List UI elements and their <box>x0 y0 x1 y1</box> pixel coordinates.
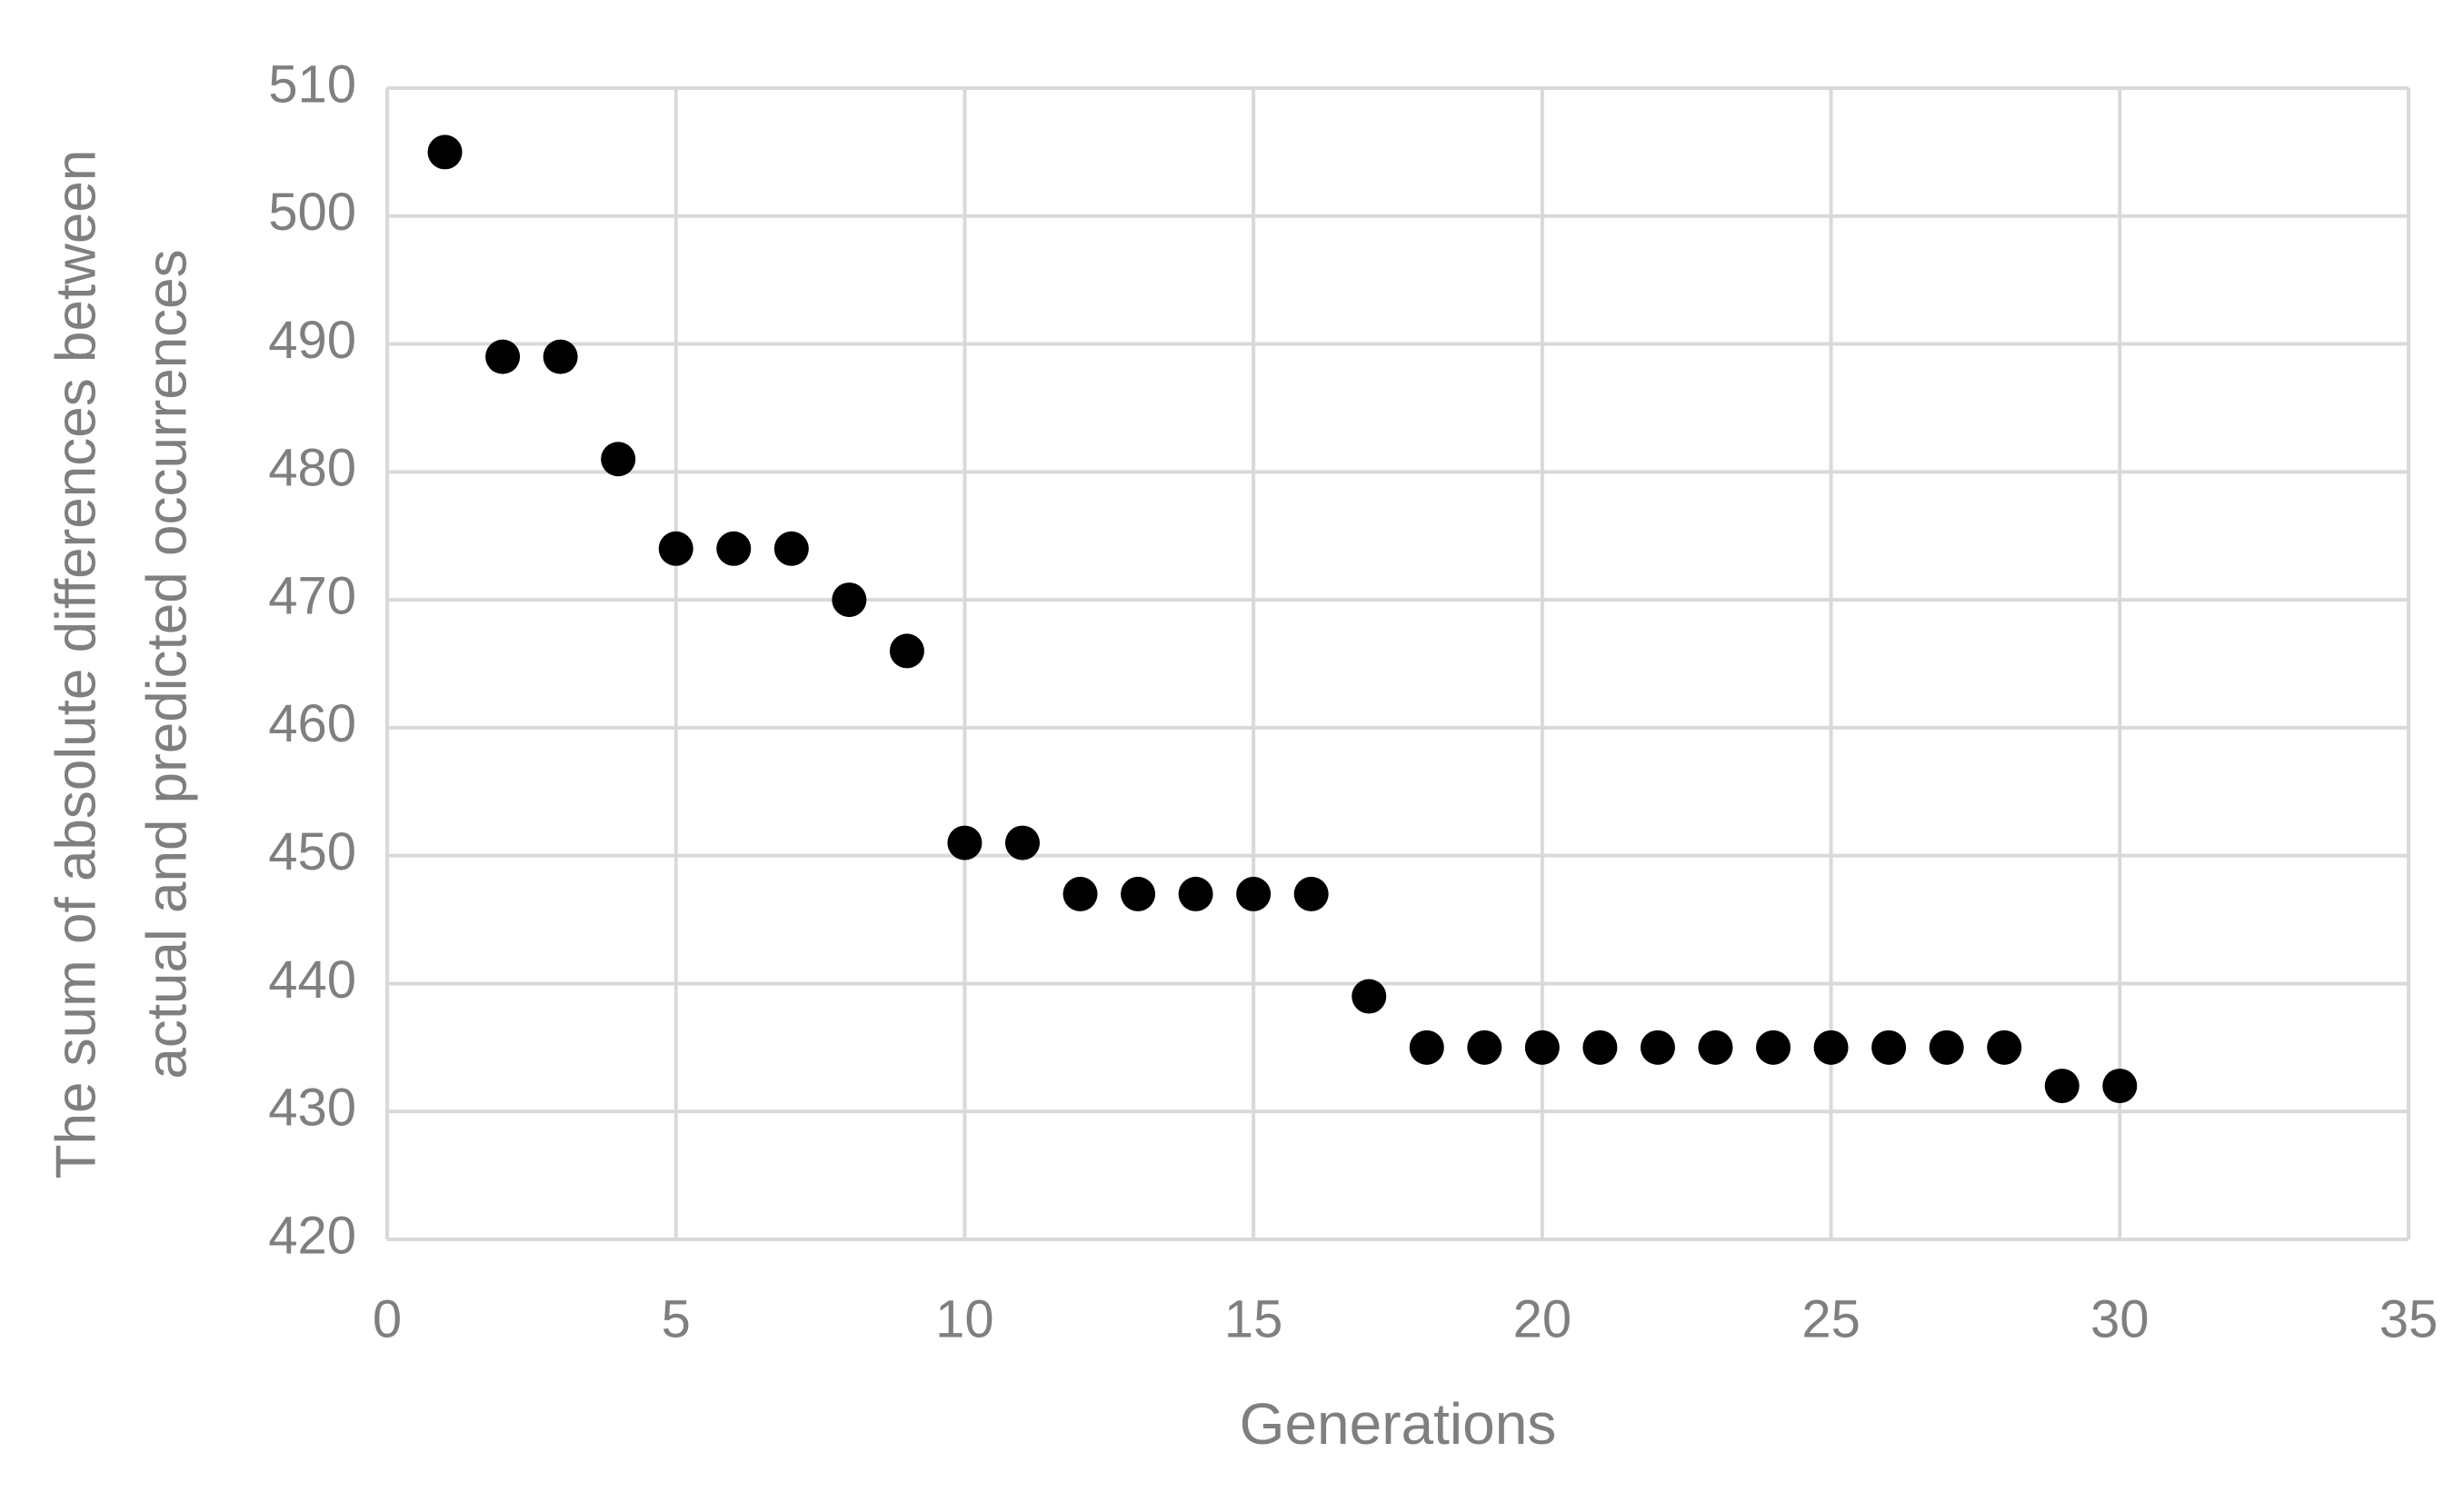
point <box>1929 1029 1964 1065</box>
point <box>601 442 636 477</box>
y-tick-label: 490 <box>268 311 356 370</box>
y-tick-label: 420 <box>268 1206 356 1265</box>
point <box>485 339 521 374</box>
y-axis-title: The sum of absolute differences between <box>45 150 107 1179</box>
x-tick-label: 30 <box>2090 1289 2150 1348</box>
y-tick-label: 440 <box>268 950 356 1010</box>
point <box>1987 1029 2022 1065</box>
y-tick-label: 430 <box>268 1079 356 1138</box>
point <box>1121 876 1156 911</box>
point <box>947 825 983 860</box>
point <box>427 134 463 170</box>
x-tick-label: 20 <box>1513 1289 1572 1348</box>
point <box>1524 1029 1560 1065</box>
y-axis-title: actual and predicted occurrences <box>135 249 198 1079</box>
point <box>1062 876 1098 911</box>
point <box>543 339 578 374</box>
x-tick-label: 0 <box>373 1289 402 1348</box>
point <box>1640 1029 1675 1065</box>
x-tick-label: 15 <box>1224 1289 1283 1348</box>
y-tick-label: 500 <box>268 183 356 242</box>
y-tick-label: 470 <box>268 566 356 625</box>
point <box>1293 876 1329 911</box>
point <box>1756 1029 1791 1065</box>
x-tick-label: 25 <box>1801 1289 1860 1348</box>
y-tick-label: 460 <box>268 694 356 753</box>
point <box>1813 1029 1849 1065</box>
x-tick-label: 5 <box>662 1289 691 1348</box>
x-tick-label: 10 <box>935 1289 994 1348</box>
point <box>1698 1029 1733 1065</box>
point <box>1178 876 1213 911</box>
point <box>1871 1029 1907 1065</box>
point <box>773 531 809 566</box>
point <box>889 633 924 669</box>
y-tick-label: 480 <box>268 439 356 498</box>
point <box>1352 979 1387 1014</box>
point <box>1236 876 1272 911</box>
x-axis-title: Generations <box>1240 1391 1557 1457</box>
y-tick-label: 510 <box>268 55 356 114</box>
point <box>832 582 867 618</box>
point <box>1582 1029 1618 1065</box>
point <box>716 531 752 566</box>
y-tick-label: 450 <box>268 822 356 881</box>
point <box>658 531 693 566</box>
point <box>1004 825 1040 860</box>
point <box>1409 1029 1444 1065</box>
point <box>1467 1029 1502 1065</box>
x-tick-label: 35 <box>2379 1289 2439 1348</box>
point <box>2102 1069 2138 1104</box>
point <box>2044 1069 2080 1104</box>
